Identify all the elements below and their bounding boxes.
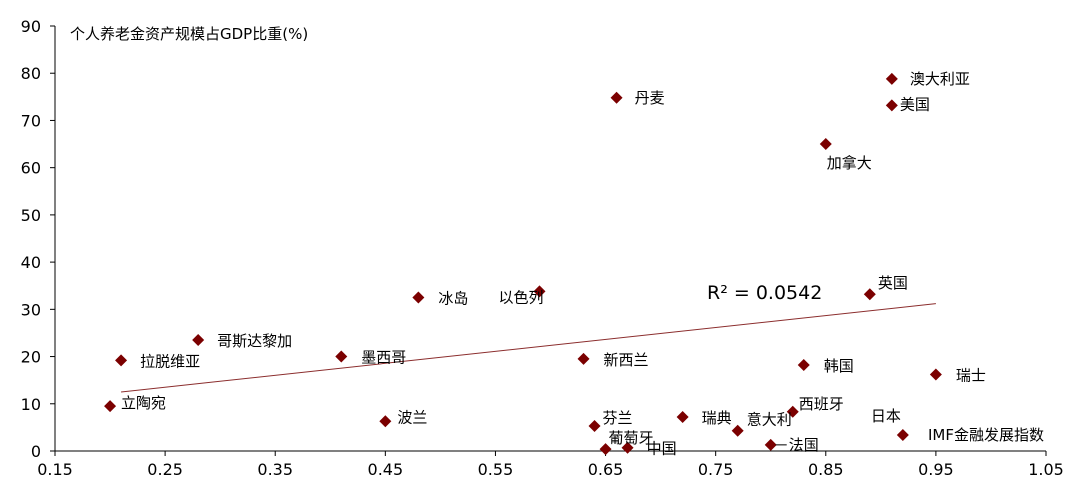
point-label: 美国 (900, 95, 930, 113)
point-label: 英国 (878, 274, 908, 292)
point-label: 意大利 (747, 411, 792, 429)
point-label: 波兰 (397, 408, 427, 426)
data-point (896, 428, 909, 441)
data-point (786, 405, 799, 418)
point-label: 葡萄牙 (609, 429, 654, 447)
point-label: 法国 (789, 436, 819, 454)
y-tick-label: 50 (21, 206, 41, 225)
x-tick-label: 0.65 (588, 460, 624, 479)
point-label: 拉脱维亚 (140, 352, 200, 370)
points-group (104, 72, 942, 456)
trendline-group (121, 303, 936, 393)
y-tick-label: 80 (21, 64, 41, 83)
y-tick-label: 10 (21, 395, 41, 414)
data-point (676, 411, 689, 423)
point-label: 加拿大 (827, 154, 872, 172)
x-tick-label: 0.15 (37, 460, 73, 479)
axes (54, 26, 1046, 452)
data-point (863, 288, 876, 301)
data-point (929, 368, 942, 381)
data-point (797, 359, 810, 372)
r-squared-label: R² = 0.0542 (707, 282, 822, 304)
point-label: 立陶宛 (121, 394, 166, 412)
point-label: 瑞典 (702, 409, 732, 427)
x-tick-label: 0.85 (808, 460, 844, 479)
point-label: 冰岛 (438, 290, 468, 308)
data-point (379, 415, 392, 428)
data-point (412, 291, 425, 304)
point-label: 芬兰 (603, 409, 633, 427)
point-label: 西班牙 (799, 395, 844, 413)
data-point (115, 354, 128, 367)
point-label: 哥斯达黎加 (217, 332, 292, 350)
data-point (885, 72, 898, 85)
y-tick-label: 0 (31, 442, 41, 461)
y-tick-label: 90 (21, 17, 41, 36)
y-tick-label: 20 (21, 348, 41, 367)
data-point (819, 138, 832, 151)
data-point (335, 350, 348, 363)
point-label: 以色列 (498, 288, 543, 306)
x-tick-label: 0.25 (147, 460, 183, 479)
trendline (121, 303, 936, 393)
x-tick-label: 0.75 (698, 460, 734, 479)
data-point (621, 441, 634, 454)
point-label: 墨西哥 (361, 349, 406, 367)
data-point (588, 419, 601, 432)
data-point (764, 438, 777, 451)
x-tick-label: 1.05 (1028, 460, 1064, 479)
x-axis-title: IMF金融发展指数 (928, 426, 1044, 444)
data-point (610, 91, 623, 104)
point-label: 新西兰 (604, 351, 649, 369)
y-tick-label: 70 (21, 111, 41, 130)
data-point (192, 334, 205, 347)
point-label: 丹麦 (635, 89, 665, 107)
y-tick-label: 40 (21, 253, 41, 272)
y-tick-label: 60 (21, 159, 41, 178)
point-label: 韩国 (824, 357, 854, 375)
x-tick-label: 0.45 (368, 460, 404, 479)
data-point (533, 285, 546, 298)
data-point (885, 99, 898, 112)
data-point (577, 352, 590, 365)
point-label: 中国 (647, 440, 677, 458)
point-label: 瑞士 (956, 367, 986, 385)
x-tick-label: 0.95 (918, 460, 954, 479)
tick-group: 0.15 0.25 0.35 0.45 0.55 0.65 0.75 0.85 0.95 1.05… (21, 17, 1064, 479)
point-label: 日本 (871, 407, 901, 425)
point-label: 澳大利亚 (910, 70, 970, 88)
data-point (104, 400, 117, 413)
y-axis-title: 个人养老金资产规模占GDP比重(%) (70, 25, 308, 43)
y-tick-label: 30 (21, 300, 41, 319)
data-point (599, 443, 612, 456)
data-point (731, 424, 744, 437)
x-tick-label: 0.55 (478, 460, 514, 479)
x-tick-label: 0.35 (257, 460, 293, 479)
